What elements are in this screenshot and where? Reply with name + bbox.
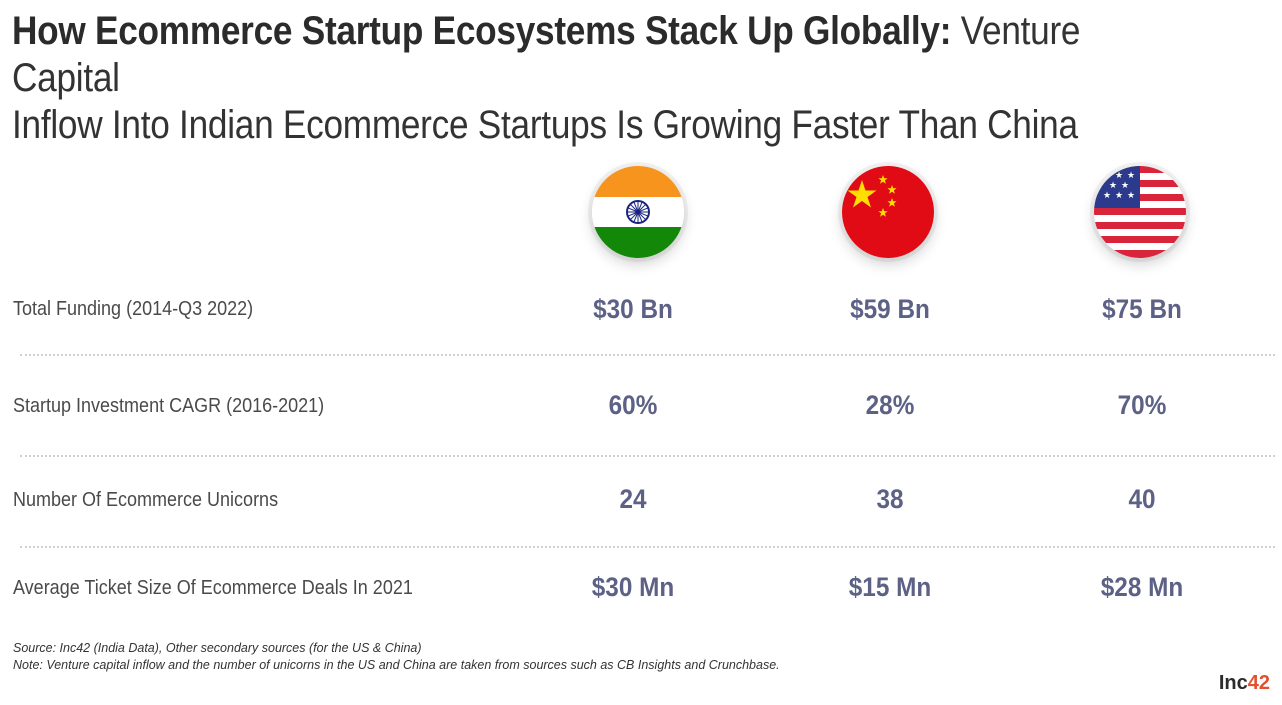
- brand-logo: Inc42: [1219, 672, 1270, 695]
- cell-india-ticket-size: $30 Mn: [591, 572, 675, 602]
- title-bold: How Ecommerce Startup Ecosystems Stack U…: [12, 9, 952, 53]
- row-divider: [20, 546, 1275, 548]
- svg-text:★: ★: [1121, 181, 1129, 191]
- page-title: How Ecommerce Startup Ecosystems Stack U…: [12, 8, 1121, 149]
- svg-text:★: ★: [1109, 181, 1117, 191]
- china-flag-icon: [842, 166, 934, 258]
- svg-text:★: ★: [1115, 171, 1123, 181]
- svg-text:★: ★: [1127, 191, 1135, 201]
- cell-us-ticket-size: $28 Mn: [1100, 572, 1184, 602]
- cell-china-ticket-size: $15 Mn: [848, 572, 932, 602]
- svg-text:★: ★: [1127, 171, 1135, 181]
- svg-text:★: ★: [1103, 171, 1111, 181]
- row-label-total-funding: Total Funding (2014-Q3 2022): [13, 298, 254, 320]
- row-label-unicorns: Number Of Ecommerce Unicorns: [13, 489, 279, 511]
- row-label-cagr: Startup Investment CAGR (2016-2021): [13, 395, 325, 417]
- cell-china-unicorns: 38: [876, 484, 904, 514]
- title-light-line1: Venture Capital: [12, 9, 1081, 100]
- cell-us-cagr: 70%: [1117, 390, 1167, 420]
- cell-china-cagr: 28%: [865, 390, 915, 420]
- footnote: Note: Venture capital inflow and the num…: [13, 658, 780, 672]
- svg-text:★: ★: [1115, 191, 1123, 201]
- cell-india-unicorns: 24: [619, 484, 647, 514]
- brand-text: Inc: [1218, 672, 1248, 694]
- title-light-line2: Inflow Into Indian Ecommerce Startups Is…: [12, 103, 1078, 147]
- india-flag-icon: [592, 166, 684, 258]
- row-divider: [20, 354, 1275, 356]
- row-divider: [20, 455, 1275, 457]
- cell-china-total-funding: $59 Bn: [850, 294, 930, 324]
- brand-number: 42: [1247, 672, 1270, 694]
- cell-us-total-funding: $75 Bn: [1102, 294, 1182, 324]
- cell-us-unicorns: 40: [1128, 484, 1156, 514]
- source-note: Source: Inc42 (India Data), Other second…: [13, 641, 422, 655]
- row-label-ticket-size: Average Ticket Size Of Ecommerce Deals I…: [13, 577, 413, 599]
- cell-india-cagr: 60%: [608, 390, 658, 420]
- usa-flag-icon: ★ ★ ★ ★ ★ ★ ★ ★: [1094, 166, 1186, 258]
- cell-india-total-funding: $30 Bn: [593, 294, 673, 324]
- svg-text:★: ★: [1103, 191, 1111, 201]
